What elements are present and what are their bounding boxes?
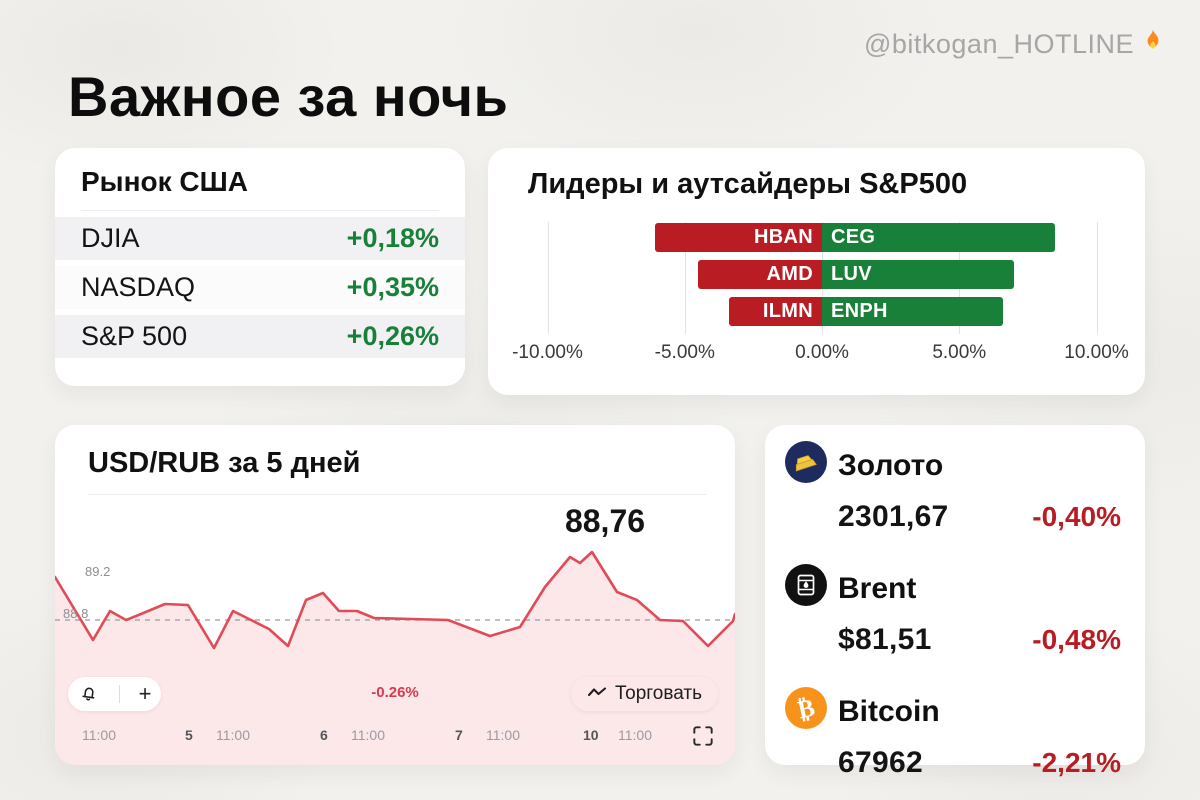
- pill-divider: [118, 685, 120, 703]
- gainer-ticker: ENPH: [831, 300, 888, 322]
- gainer-bar: CEG: [822, 223, 1056, 252]
- usdrub-current-value: 88,76: [564, 503, 646, 539]
- loser-bar: AMD: [698, 260, 822, 289]
- index-name: NASDAQ: [81, 272, 196, 302]
- time-axis-day: 7: [455, 727, 463, 743]
- sp500-leaders-card: Лидеры и аутсайдеры S&P500 -10.00% -5.00%…: [488, 148, 1145, 395]
- us-market-card: Рынок США DJIA +0,18% NASDAQ +0,35% S&P 500 +…: [55, 148, 465, 386]
- commodity-row: Brent $81,51 -0,48%: [785, 548, 1121, 657]
- us-market-table: DJIA +0,18% NASDAQ +0,35% S&P 500 +0,26%: [55, 217, 465, 358]
- time-axis-day: 6: [320, 727, 328, 743]
- commodity-change: -0,48%: [1032, 624, 1121, 655]
- index-change: +0,35%: [346, 272, 439, 302]
- loser-ticker: ILMN: [762, 300, 813, 322]
- bell-icon: [78, 682, 100, 707]
- add-alert-button[interactable]: +: [139, 683, 152, 705]
- trade-zigzag-icon: [587, 683, 607, 705]
- watermark-handle: @bitkogan_HOTLINE: [863, 29, 1134, 59]
- gold-bars-icon: [785, 441, 827, 491]
- commodity-values: $81,51 -0,48%: [838, 623, 1121, 657]
- gainer-bar: ENPH: [822, 297, 1004, 326]
- index-change: +0,18%: [346, 223, 439, 253]
- loser-ticker: AMD: [766, 263, 813, 285]
- commodity-name: Золото: [838, 449, 944, 482]
- time-axis-time: 11:00: [82, 727, 116, 743]
- commodity-price: 2301,67: [838, 500, 949, 533]
- x-axis-tick: -5.00%: [654, 342, 715, 363]
- commodity-row: ₿ Bitcoin 67962 -2,21%: [785, 671, 1121, 780]
- us-market-title: Рынок США: [81, 166, 439, 211]
- commodity-change: -2,21%: [1032, 747, 1121, 778]
- commodity-change: -0,40%: [1032, 501, 1121, 532]
- time-axis-day: 10: [583, 727, 599, 743]
- price-line: [55, 550, 735, 650]
- commodity-head: ₿ Bitcoin: [785, 687, 1121, 737]
- usdrub-line-chart: [55, 550, 735, 765]
- sp500-title: Лидеры и аутсайдеры S&P500: [528, 168, 968, 200]
- flame-icon: [1140, 28, 1166, 61]
- commodity-head: Золото: [785, 441, 1121, 491]
- alert-bell-button[interactable]: [78, 682, 100, 707]
- time-axis-time: 11:00: [486, 727, 520, 743]
- commodity-values: 2301,67 -0,40%: [838, 500, 1121, 534]
- commodity-name: Bitcoin: [838, 695, 940, 728]
- commodity-row: Золото 2301,67 -0,40%: [785, 425, 1121, 534]
- commodity-values: 67962 -2,21%: [838, 746, 1121, 780]
- fullscreen-icon: [690, 723, 716, 752]
- usdrub-time-axis: 11:00 5 11:00 6 11:00 7 11:00 10 11:00: [55, 723, 735, 753]
- commodity-name: Brent: [838, 572, 917, 605]
- usdrub-controls: + -0.26% Торговать: [55, 677, 735, 711]
- y-axis-tick-89-2: 89.2: [85, 564, 111, 579]
- time-axis-time: 11:00: [216, 727, 250, 743]
- loser-bar: ILMN: [728, 297, 822, 326]
- usdrub-card: USD/RUB за 5 дней 88,76 89.2 88.8: [55, 425, 735, 765]
- commodity-head: Brent: [785, 564, 1121, 614]
- watermark: @bitkogan_HOTLINE: [864, 28, 1166, 61]
- page-title: Важное за ночь: [68, 65, 509, 128]
- table-row: NASDAQ +0,35%: [55, 266, 465, 309]
- time-axis-time: 11:00: [351, 727, 385, 743]
- x-axis-tick: 5.00%: [932, 342, 987, 363]
- commodity-price: 67962: [838, 746, 923, 779]
- index-change: +0,26%: [346, 321, 439, 351]
- gainer-ticker: CEG: [831, 226, 876, 248]
- gainer-ticker: LUV: [831, 263, 872, 285]
- alert-add-pill: +: [68, 677, 161, 711]
- plus-icon: +: [138, 681, 152, 706]
- gridline: [547, 222, 549, 334]
- commodities-card: Золото 2301,67 -0,40% Brent $81,51 -0,48% ₿ B…: [765, 425, 1145, 779]
- usdrub-title: USD/RUB за 5 дней: [88, 447, 707, 495]
- x-axis-tick: 0.00%: [795, 342, 849, 363]
- x-axis-tick: 10.00%: [1064, 342, 1129, 363]
- commodity-price: $81,51: [838, 623, 932, 656]
- bitcoin-icon: ₿: [785, 687, 827, 737]
- gridline: [684, 222, 686, 334]
- usdrub-chart: 88,76 89.2 88.8: [55, 490, 735, 765]
- fullscreen-button[interactable]: [690, 723, 718, 751]
- oil-barrel-icon: [785, 564, 827, 614]
- index-name: DJIA: [81, 223, 140, 253]
- usdrub-period-change: -0.26%: [371, 684, 419, 701]
- trade-button-label: Торговать: [615, 683, 702, 704]
- time-axis-day: 5: [185, 727, 193, 743]
- trade-button[interactable]: Торговать: [571, 677, 718, 711]
- gainer-bar: LUV: [822, 260, 1015, 289]
- svg-text:₿: ₿: [795, 693, 817, 725]
- x-axis-tick: -10.00%: [512, 342, 583, 363]
- time-axis-time: 11:00: [618, 727, 652, 743]
- gridline: [1096, 222, 1098, 334]
- loser-ticker: HBAN: [754, 226, 813, 248]
- table-row: DJIA +0,18%: [55, 217, 465, 260]
- area-fill: [55, 552, 735, 765]
- table-row: S&P 500 +0,26%: [55, 315, 465, 358]
- loser-bar: HBAN: [654, 223, 822, 252]
- sp500-plot: -10.00% -5.00% 0.00% 5.00% 10.00% HBAN CEG AMD L…: [488, 220, 1145, 380]
- index-name: S&P 500: [81, 321, 188, 351]
- y-axis-tick-88-8: 88.8: [63, 606, 89, 621]
